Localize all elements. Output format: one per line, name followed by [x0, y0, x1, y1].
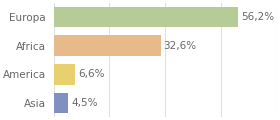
Text: 4,5%: 4,5%: [71, 98, 97, 108]
Text: 6,6%: 6,6%: [78, 69, 104, 79]
Text: 32,6%: 32,6%: [164, 41, 197, 51]
Bar: [53, 7, 238, 27]
Bar: [53, 93, 68, 113]
Bar: [53, 64, 75, 85]
Text: 56,2%: 56,2%: [241, 12, 274, 22]
Bar: [53, 35, 161, 56]
